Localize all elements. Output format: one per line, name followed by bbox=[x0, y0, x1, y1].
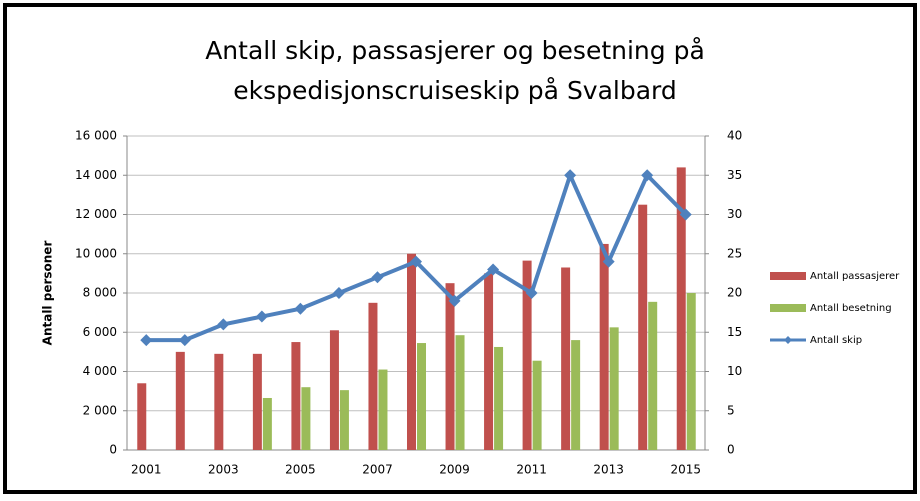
bar bbox=[494, 346, 504, 450]
y-tick-label: 16 000 bbox=[75, 129, 117, 143]
bar bbox=[291, 342, 301, 450]
line-marker bbox=[332, 287, 345, 299]
line-marker bbox=[602, 255, 615, 268]
y2-tick-label: 40 bbox=[727, 129, 742, 143]
x-tick-label: 2007 bbox=[362, 463, 393, 477]
bar bbox=[262, 397, 272, 450]
chart-title: ekspedisjonscruiseskip på Svalbard bbox=[233, 76, 677, 105]
line-marker bbox=[217, 318, 230, 331]
y2-tick-label: 10 bbox=[727, 364, 742, 378]
bar bbox=[214, 353, 224, 450]
line-marker bbox=[641, 169, 654, 182]
line-marker bbox=[487, 263, 500, 276]
bar bbox=[561, 267, 571, 450]
line-marker bbox=[679, 208, 692, 221]
y-axis-label: Antall personer bbox=[41, 241, 55, 346]
bar bbox=[638, 204, 648, 450]
x-tick-label: 2001 bbox=[131, 463, 162, 477]
y2-tick-label: 5 bbox=[727, 403, 735, 417]
x-tick-label: 2013 bbox=[593, 463, 624, 477]
line-marker bbox=[294, 302, 307, 315]
y-tick-label: 2 000 bbox=[83, 403, 117, 417]
line-marker bbox=[410, 255, 422, 268]
y-tick-label: 0 bbox=[109, 443, 117, 457]
line-marker bbox=[371, 271, 384, 284]
y2-tick-label: 20 bbox=[727, 286, 742, 300]
y2-tick-label: 25 bbox=[727, 246, 742, 260]
legend-swatch bbox=[784, 336, 792, 344]
y-tick-label: 6 000 bbox=[83, 325, 117, 339]
legend-label: Antall skip bbox=[810, 335, 862, 346]
y-tick-label: 12 000 bbox=[75, 207, 117, 221]
line-marker bbox=[140, 334, 153, 347]
line-marker bbox=[178, 334, 191, 347]
legend-swatch bbox=[770, 272, 806, 280]
bar bbox=[329, 330, 339, 450]
y2-tick-label: 0 bbox=[727, 443, 735, 457]
line-marker bbox=[255, 310, 268, 323]
y-tick-label: 10 000 bbox=[75, 246, 117, 260]
bar bbox=[484, 273, 494, 450]
legend-swatch bbox=[770, 304, 806, 312]
y-tick-label: 14 000 bbox=[75, 168, 117, 182]
bar bbox=[378, 369, 388, 450]
legend-label: Antall besetning bbox=[810, 303, 892, 314]
bar bbox=[686, 293, 696, 450]
bar bbox=[407, 253, 416, 450]
y-tick-label: 4 000 bbox=[83, 364, 117, 378]
y2-tick-label: 30 bbox=[727, 207, 742, 221]
line-marker bbox=[564, 169, 577, 182]
x-tick-label: 2009 bbox=[439, 463, 470, 477]
bar bbox=[571, 340, 581, 450]
x-tick-label: 2015 bbox=[670, 463, 701, 477]
bar bbox=[532, 360, 542, 450]
bar bbox=[368, 302, 378, 450]
bar bbox=[445, 283, 455, 450]
bar bbox=[609, 327, 619, 450]
bar bbox=[648, 301, 658, 450]
bar bbox=[417, 343, 426, 450]
legend-label: Antall passasjerer bbox=[810, 271, 900, 282]
chart-title: Antall skip, passasjerer og besetning på bbox=[205, 36, 705, 65]
bar bbox=[599, 243, 609, 450]
bar bbox=[522, 260, 532, 450]
y2-tick-label: 35 bbox=[727, 168, 742, 182]
bar bbox=[175, 351, 185, 450]
bar bbox=[339, 390, 349, 450]
x-tick-label: 2005 bbox=[285, 463, 316, 477]
legend: Antall passasjerer Antall besetning Antall… bbox=[770, 271, 900, 346]
y-tick-label: 8 000 bbox=[83, 286, 117, 300]
bar bbox=[676, 167, 686, 450]
x-tick-label: 2003 bbox=[208, 463, 239, 477]
line-marker bbox=[448, 294, 461, 307]
bar bbox=[252, 353, 262, 450]
bar bbox=[137, 383, 147, 450]
x-tick-label: 2011 bbox=[516, 463, 547, 477]
line-marker bbox=[525, 287, 538, 299]
bar bbox=[301, 387, 311, 450]
bar bbox=[455, 335, 465, 450]
y2-tick-label: 15 bbox=[727, 325, 742, 339]
